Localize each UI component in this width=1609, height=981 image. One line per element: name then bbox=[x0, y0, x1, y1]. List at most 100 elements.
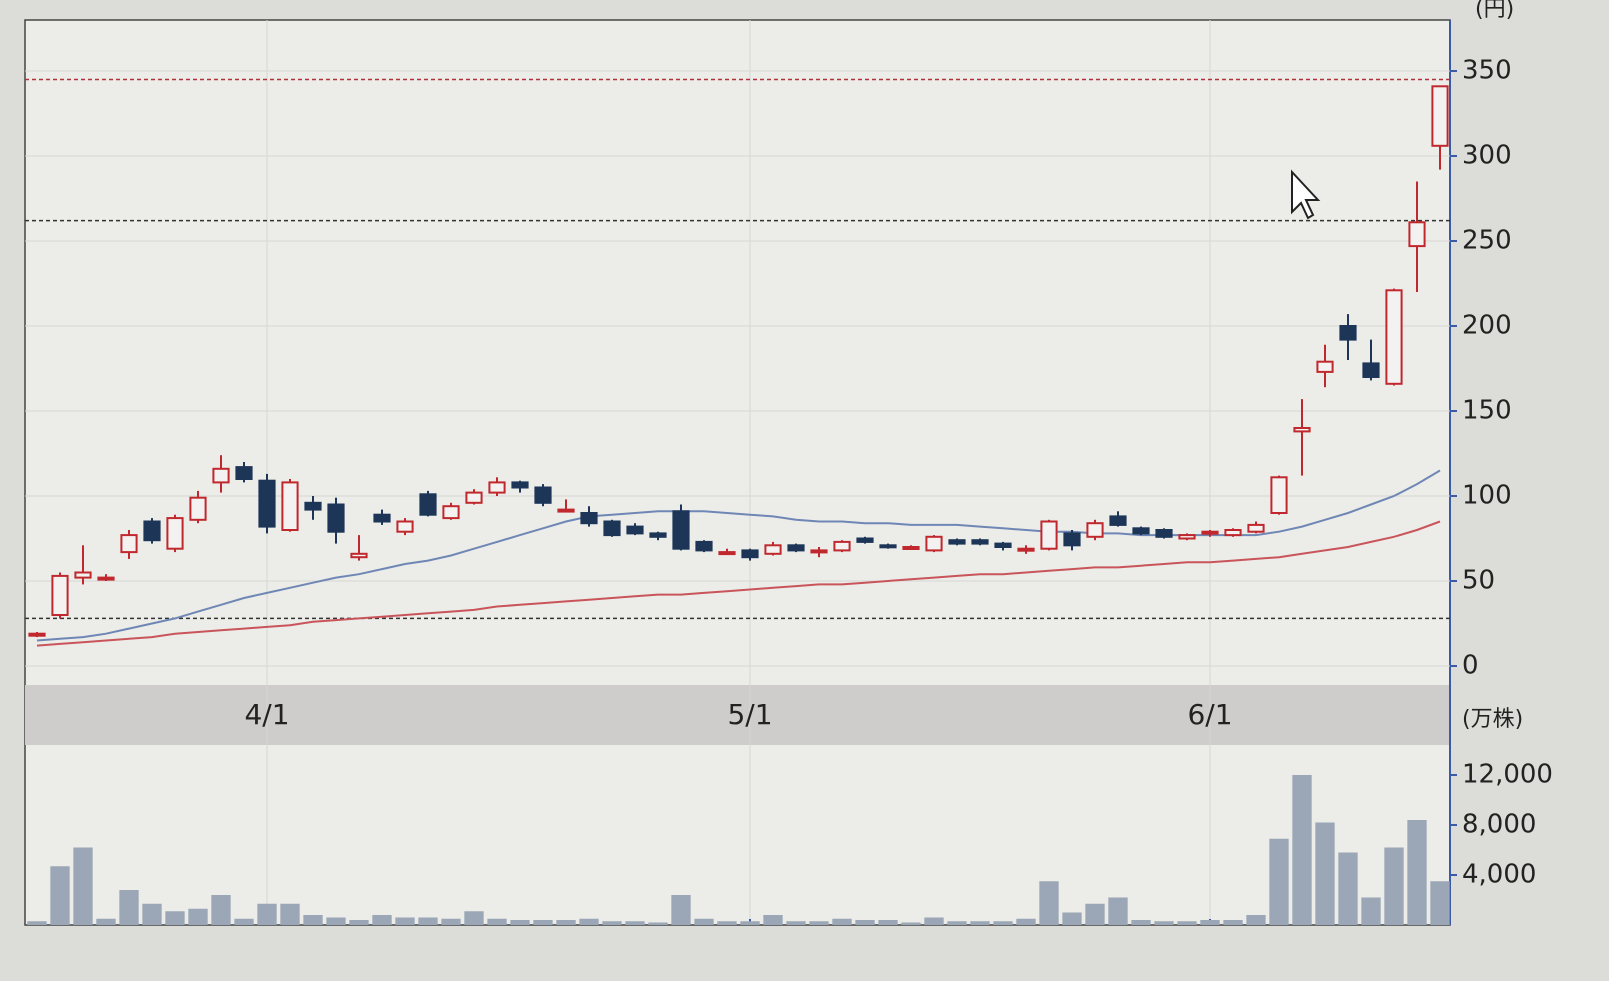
y-tick-label: 150 bbox=[1462, 396, 1512, 426]
volume-bar bbox=[487, 918, 507, 925]
volume-bar bbox=[786, 921, 806, 925]
volume-bar bbox=[1177, 921, 1197, 925]
volume-bar bbox=[1108, 897, 1128, 925]
candle-body bbox=[304, 501, 322, 511]
volume-bar bbox=[1131, 920, 1151, 925]
candle-body bbox=[810, 549, 828, 554]
candle-body bbox=[373, 513, 391, 523]
candle-body bbox=[1155, 529, 1173, 538]
candle-body bbox=[189, 496, 207, 521]
volume-bar bbox=[96, 918, 116, 925]
y-tick-label: 350 bbox=[1462, 56, 1512, 86]
candle-body bbox=[603, 520, 621, 537]
volume-bar bbox=[1338, 852, 1358, 925]
volume-tick-label: 12,000 bbox=[1462, 760, 1553, 790]
volume-bar bbox=[1016, 918, 1036, 925]
candle-body bbox=[442, 505, 460, 520]
volume-bar bbox=[970, 921, 990, 925]
x-tick-label: 5/1 bbox=[727, 698, 772, 731]
candle-body bbox=[695, 540, 713, 552]
candle-body bbox=[120, 534, 138, 554]
candle-body bbox=[212, 467, 230, 484]
price-unit: (円) bbox=[1475, 0, 1514, 22]
candle-body bbox=[925, 535, 943, 552]
candle-body bbox=[672, 510, 690, 550]
candle-body bbox=[833, 540, 851, 552]
volume-bar bbox=[694, 918, 714, 925]
candle-body bbox=[1132, 527, 1150, 535]
candle-body bbox=[1017, 547, 1035, 552]
plot-background bbox=[24, 19, 1451, 926]
volume-bar bbox=[579, 918, 599, 925]
volume-bar bbox=[1292, 775, 1312, 925]
y-tick-label: 100 bbox=[1462, 481, 1512, 511]
candle-body bbox=[718, 551, 736, 556]
candle-body bbox=[166, 517, 184, 550]
candle-body bbox=[649, 532, 667, 538]
volume-bar bbox=[855, 920, 875, 925]
volume-bar bbox=[671, 895, 691, 925]
candle-body bbox=[787, 544, 805, 552]
candle-body bbox=[557, 508, 575, 513]
volume-bar bbox=[510, 920, 530, 925]
volume-bar bbox=[625, 921, 645, 925]
candle-body bbox=[971, 539, 989, 545]
candle-body bbox=[1408, 221, 1426, 248]
volume-bar bbox=[50, 866, 70, 925]
volume-bar bbox=[303, 915, 323, 925]
volume-bar bbox=[717, 921, 737, 925]
candle-body bbox=[419, 493, 437, 516]
candle-body bbox=[1178, 534, 1196, 540]
y-tick-label: 250 bbox=[1462, 226, 1512, 256]
candle-body bbox=[1109, 515, 1127, 526]
candle-body bbox=[764, 544, 782, 555]
volume-bar bbox=[73, 847, 93, 925]
volume-bar bbox=[1430, 881, 1450, 925]
candle-body bbox=[1339, 325, 1357, 341]
volume-bar bbox=[395, 917, 415, 925]
y-tick-label: 200 bbox=[1462, 311, 1512, 341]
candle-body bbox=[327, 503, 345, 533]
candle-body bbox=[1247, 523, 1265, 533]
candle-body bbox=[1293, 427, 1311, 433]
candle-body bbox=[580, 512, 598, 525]
volume-bar bbox=[763, 915, 783, 925]
volume-bar bbox=[1407, 820, 1427, 925]
candle-body bbox=[465, 491, 483, 504]
candle-body bbox=[74, 571, 92, 579]
volume-bar bbox=[1315, 822, 1335, 925]
moving-average bbox=[36, 520, 1441, 647]
volume-bar bbox=[142, 903, 162, 925]
x-tick-label: 6/1 bbox=[1187, 698, 1232, 731]
volume-bar bbox=[1039, 881, 1059, 925]
candle-body bbox=[143, 520, 161, 542]
candle-body bbox=[741, 549, 759, 559]
volume-bar bbox=[533, 920, 553, 925]
candle-body bbox=[1040, 520, 1058, 550]
candle-body bbox=[1224, 529, 1242, 537]
volume-bar bbox=[924, 917, 944, 925]
x-tick-label: 4/1 bbox=[244, 698, 289, 731]
mouse-cursor bbox=[1291, 169, 1321, 220]
volume-bar bbox=[901, 922, 921, 925]
moving-average bbox=[36, 469, 1441, 642]
volume-bar bbox=[740, 921, 760, 925]
volume-bar bbox=[280, 903, 300, 925]
volume-bar bbox=[832, 918, 852, 925]
candle-body bbox=[511, 481, 529, 489]
volume-bar bbox=[947, 921, 967, 925]
candle-body bbox=[879, 544, 897, 549]
volume-bar bbox=[993, 921, 1013, 925]
volume-bar bbox=[165, 911, 185, 925]
candle-body bbox=[281, 481, 299, 531]
candle-body bbox=[1270, 476, 1288, 514]
volume-bar bbox=[1361, 897, 1381, 925]
candle-body bbox=[1431, 85, 1449, 147]
volume-bar bbox=[349, 920, 369, 925]
candle-body bbox=[97, 576, 115, 581]
candle-body bbox=[1201, 530, 1219, 535]
candle-body bbox=[396, 520, 414, 533]
volume-tick-label: 4,000 bbox=[1462, 860, 1536, 890]
